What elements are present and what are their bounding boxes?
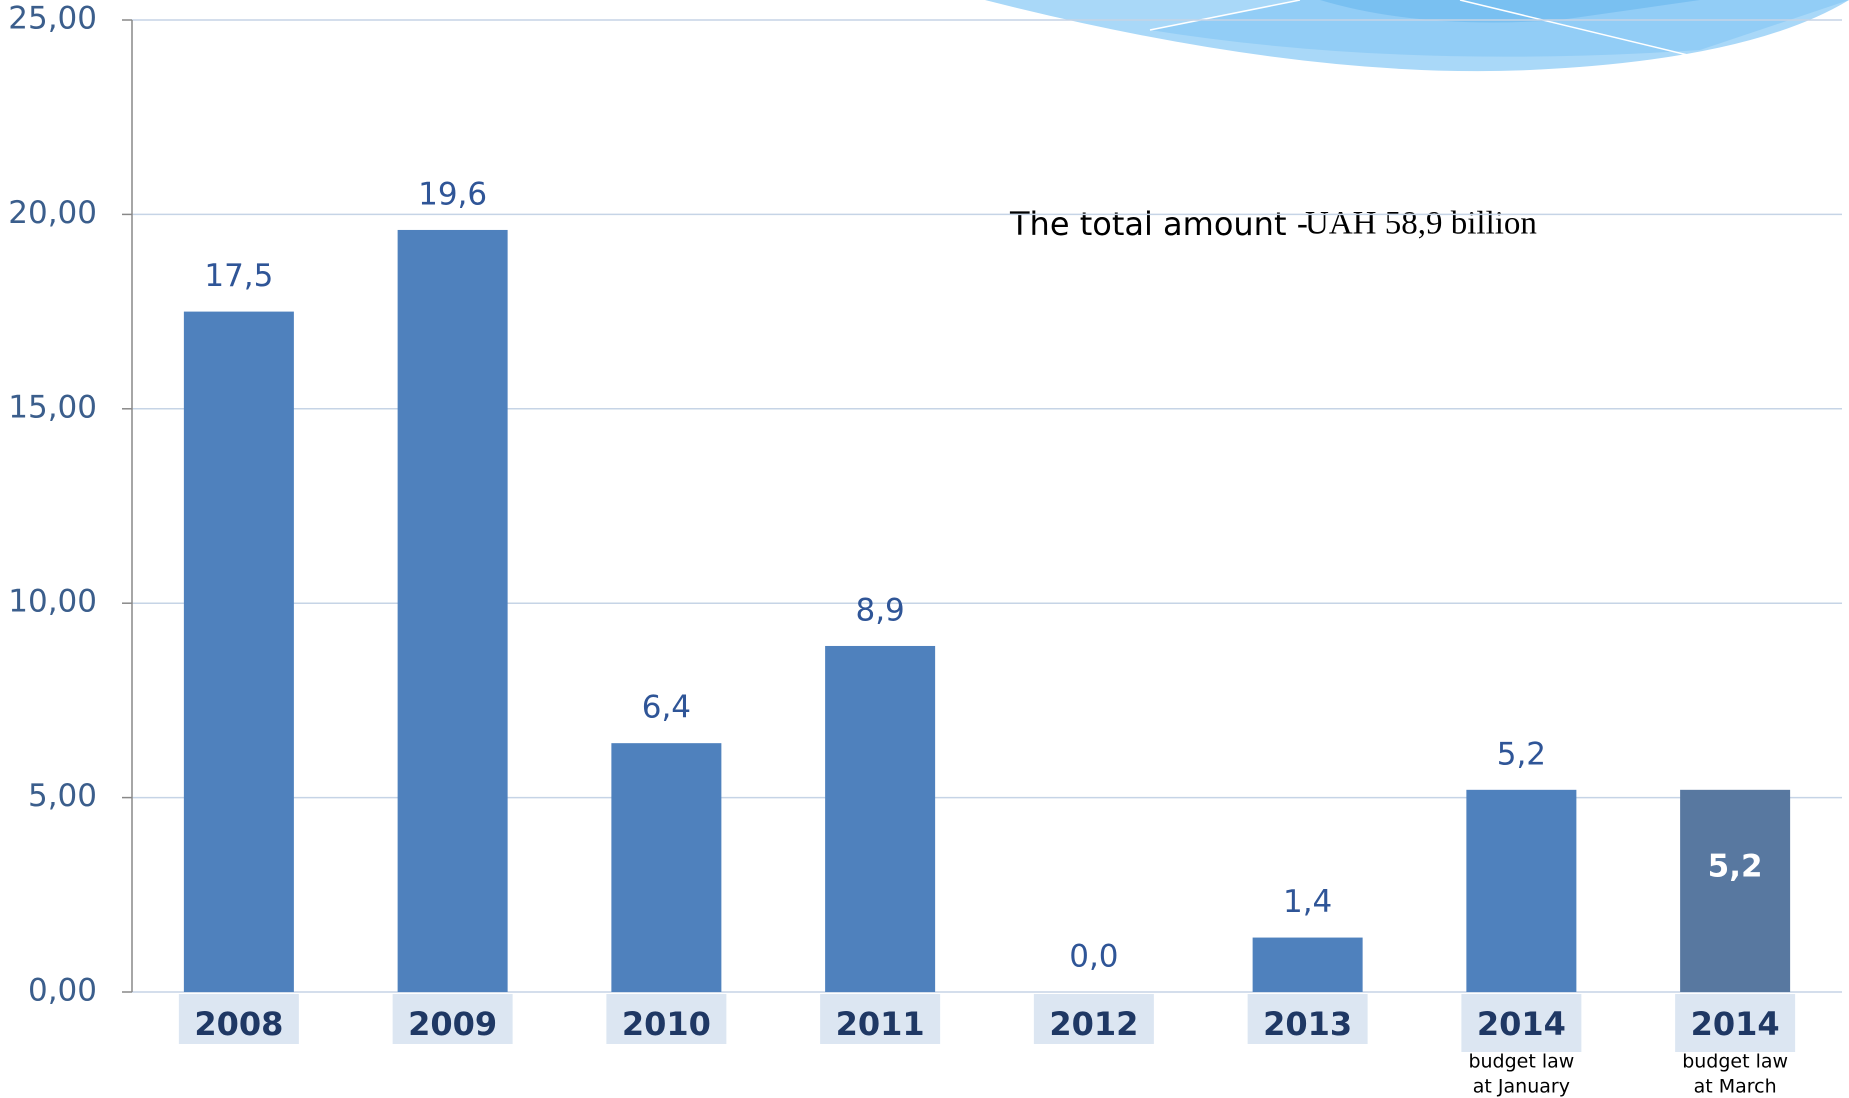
value-label: 5,2 <box>1497 736 1546 772</box>
annotation-text: UAH 58,9 billion <box>1305 206 1537 242</box>
value-label: 6,4 <box>642 690 691 726</box>
value-label: 17,5 <box>204 258 273 294</box>
bar <box>1680 789 1791 992</box>
annotation: The total amount - UAH 58,9 billion <box>1009 205 1537 243</box>
x-tick-label: 2013 <box>1263 1005 1352 1043</box>
category-box <box>820 994 941 1044</box>
category-box <box>178 994 299 1044</box>
category-box <box>606 994 727 1044</box>
x-tick-sublabel: at January <box>1473 1076 1570 1098</box>
bar <box>611 743 722 992</box>
y-tick-label: 25,00 <box>8 1 97 37</box>
value-label: 0,0 <box>1069 939 1118 975</box>
y-tick-label: 0,00 <box>28 973 97 1009</box>
value-label: 8,9 <box>855 592 904 628</box>
value-label: 5,2 <box>1708 848 1763 884</box>
y-tick-label: 15,00 <box>8 389 97 425</box>
bar <box>1466 789 1577 992</box>
value-label: 1,4 <box>1283 884 1332 920</box>
x-tick-label: 2011 <box>836 1005 925 1043</box>
x-tick-label: 2014 <box>1691 1005 1780 1043</box>
category-box <box>1675 994 1796 1052</box>
x-tick-label: 2009 <box>408 1005 497 1043</box>
bar <box>183 311 294 993</box>
category-box <box>1247 994 1368 1044</box>
annotation-text: The total amount - <box>1009 205 1308 243</box>
category-box <box>1033 994 1154 1044</box>
category-box <box>392 994 513 1044</box>
x-tick-sublabel: at March <box>1694 1076 1777 1098</box>
value-label: 19,6 <box>418 176 487 212</box>
category-box <box>1461 994 1582 1052</box>
y-tick-label: 5,00 <box>28 778 97 814</box>
x-tick-label: 2014 <box>1477 1005 1566 1043</box>
decoration <box>985 0 1849 72</box>
x-tick-sublabel: budget law <box>1682 1051 1788 1073</box>
y-tick-label: 10,00 <box>8 584 97 620</box>
x-tick-sublabel: budget law <box>1468 1051 1574 1073</box>
x-tick-label: 2008 <box>194 1005 283 1043</box>
bar <box>825 645 936 992</box>
bar <box>1252 937 1363 992</box>
x-tick-label: 2010 <box>622 1005 711 1043</box>
x-tick-label: 2012 <box>1049 1005 1138 1043</box>
y-tick-label: 20,00 <box>8 195 97 231</box>
bar <box>397 229 508 992</box>
